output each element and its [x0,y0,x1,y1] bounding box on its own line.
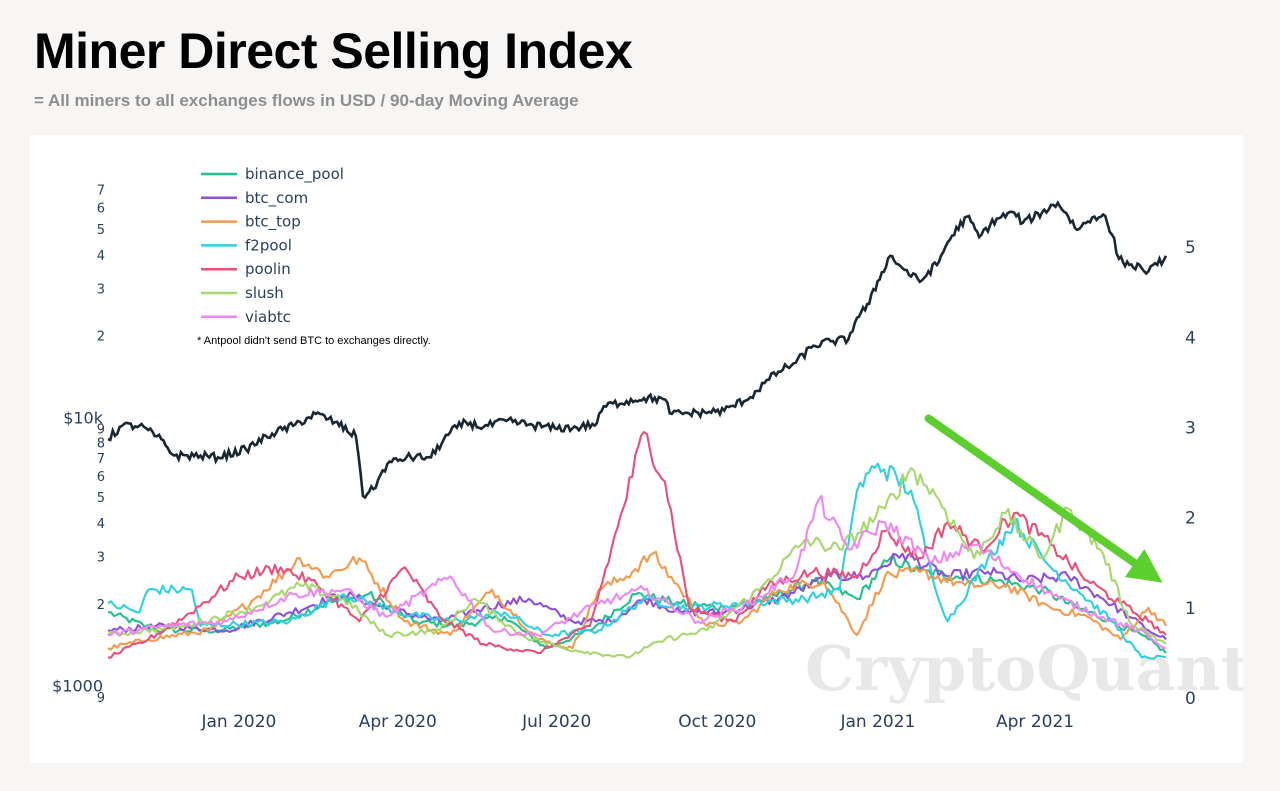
legend-label-f2pool: f2pool [245,236,292,254]
left-tick-label: 9 [97,423,105,438]
arrow-head [1124,549,1163,583]
left-tick-label: 6 [97,202,105,217]
watermark: CryptoQuant [805,632,1243,705]
right-tick-label: 3 [1185,418,1196,438]
left-tick-label: 2 [97,598,105,613]
right-tick-label: 0 [1185,689,1196,709]
series-line-poolin [107,430,1167,659]
left-tick-label: $1000 [52,677,103,696]
legend: binance_pool btc_com btc_top f2pool poolin sl… [201,165,344,326]
legend-label-binance_pool: binance_pool [245,165,344,184]
series-line-btc_com [107,552,1167,641]
left-tick-label: $10k [63,408,104,427]
x-tick-label: Apr 2020 [359,712,437,732]
right-tick-label: 4 [1185,328,1196,348]
series-line-slush [107,467,1167,659]
left-tick-label: 9 [97,691,105,706]
legend-label-btc_com: btc_com [245,189,308,208]
left-tick-label: 2 [97,330,105,345]
page-title: Miner Direct Selling Index [34,23,633,79]
trend-arrow [924,414,1163,583]
left-tick-label: 3 [97,282,105,297]
x-tick-label: Oct 2020 [678,712,756,732]
legend-label-btc_top: btc_top [245,213,301,232]
right-tick-label: 2 [1185,509,1196,529]
left-tick-label: 4 [97,517,105,532]
left-tick-label: 4 [97,249,105,264]
series-line-f2pool [107,462,1167,660]
x-tick-label: Jan 2021 [839,712,915,732]
legend-label-poolin: poolin [245,260,291,278]
legend-label-viabtc: viabtc [245,308,291,326]
series-lines [107,430,1167,660]
x-tick-label: Jan 2020 [201,712,277,732]
left-tick-label: 7 [97,452,105,467]
x-axis-ticks: Jan 2020 Apr 2020 Jul 2020 Oct 2020 Jan 2021… [201,712,1075,732]
legend-label-slush: slush [245,284,284,302]
left-tick-label: 5 [97,491,105,506]
antpool-note: * Antpool didn't send BTC to exchanges d… [197,335,431,347]
x-tick-label: Jul 2020 [521,712,591,732]
page-subtitle: = All miners to all exchanges flows in U… [34,91,579,110]
left-tick-label: 5 [97,223,105,238]
right-tick-label: 5 [1185,238,1196,258]
left-tick-label: 6 [97,470,105,485]
right-tick-label: 1 [1185,599,1196,619]
price-line [107,200,1168,500]
series-line-viabtc [107,494,1167,650]
series-line-binance_pool [108,553,1167,654]
x-tick-label: Apr 2021 [996,712,1074,732]
left-tick-label: 8 [97,436,105,451]
arrow-shaft [924,414,1139,568]
right-axis-ticks: 0 1 2 3 4 5 [1185,238,1196,709]
left-tick-label: 7 [97,184,105,199]
left-tick-label: 3 [97,551,105,566]
